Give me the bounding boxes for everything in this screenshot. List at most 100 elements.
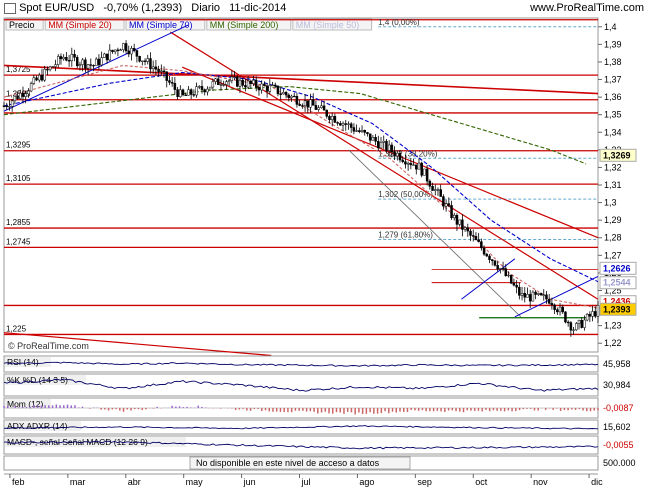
level-label: 1,2855 [6,218,31,227]
candle-body [594,311,597,317]
candle-body [276,85,280,95]
price-tag-label: 1,2436 [603,297,631,307]
candle-body [75,57,79,67]
candle-body [564,311,567,323]
candle-body [528,294,532,302]
candle-body [423,168,426,176]
candle-body [406,162,410,165]
candle-body [192,94,196,96]
candle-body [97,58,101,66]
candle-body [452,215,456,219]
candle-body [70,53,74,62]
candle-body [534,291,537,295]
candle-body [344,123,348,125]
candle-body [488,255,491,260]
candle-body [444,203,448,207]
candle-body [477,239,480,242]
candle-body [404,161,407,165]
panel-frame-rsi [3,355,599,373]
candle-body [214,78,217,82]
candle-body [539,293,543,296]
x-tick-label: feb [12,477,25,487]
candle-body [366,132,369,134]
price-tag-box [599,276,637,290]
candle-body [542,294,546,296]
candle-body [105,53,109,61]
level-label: 1,3105 [6,174,31,183]
panel-last-value: 15,602 [603,422,631,432]
candle-body [298,104,301,106]
candle-body [8,106,11,108]
site-label[interactable]: www.ProRealTime.com [530,2,644,14]
candle-body [236,76,239,87]
candle-body [16,95,19,99]
candle-body [558,306,562,313]
candle-body [493,260,497,266]
candle-body [341,123,345,126]
price-tag-box [599,302,637,316]
candle-body [254,79,258,88]
change-label: -0,70% (1,2393) [103,2,183,14]
sma70-line [3,71,599,283]
candle-body [415,164,418,170]
candle-body [322,105,326,111]
candle-body [417,162,421,170]
candle-body [252,79,255,84]
candle-body [471,235,475,237]
period-label: Diario [191,2,221,14]
panel-title-box [5,357,51,367]
candle-body [27,90,30,95]
candle-body [547,298,551,304]
candle-body [474,236,478,241]
candle-body [398,152,402,161]
candle-body [100,57,103,66]
candle-body [149,58,152,70]
candle-body [119,49,122,51]
candle-body [526,294,529,298]
x-tick-label: sep [417,477,432,487]
panel-title: RSI (14) [7,357,39,367]
candle-body [24,93,27,97]
panel-frame-stochastic [3,373,599,397]
candle-body [10,100,14,107]
candle-body [390,144,394,153]
candle-body [141,60,144,62]
candle-body [425,168,429,182]
candle-body [165,71,168,81]
candle-body [496,265,499,270]
candle-body [320,105,323,108]
candle-body [469,230,472,236]
candle-body [420,162,423,176]
candle-body [512,282,516,286]
y-tick-label: 1,28 [604,233,622,243]
candle-body [2,105,6,107]
candle-body [382,140,385,143]
price-panel-frame [3,17,599,353]
candle-body [265,85,269,92]
panel-title-box [5,421,81,431]
candle-body [219,84,223,86]
candle-body [358,130,361,132]
candle-body [244,85,247,88]
candle-body [211,81,215,88]
candle-body [330,116,334,121]
candle-body [89,64,93,66]
instrument-label: Spot EUR/USD [19,2,95,14]
candle-body [431,186,434,191]
candle-body [246,80,250,88]
y-tick-label: 1,39 [604,39,622,49]
candle-body [135,50,139,57]
indicator-line [3,378,599,392]
candle-body [143,60,147,62]
watermark: © ProRealTime.com [8,341,89,351]
candle-body [35,77,38,81]
candle-body [377,141,380,149]
candle-body [458,219,461,225]
candle-body [553,304,556,310]
legend-item-1: MM (Simple 20) [48,20,112,30]
candle-body [490,259,494,261]
candle-body [290,95,293,98]
panel-last-value: 500.000 [603,458,636,468]
candle-body [46,68,49,71]
price-tag-label: 1,3269 [603,150,631,160]
